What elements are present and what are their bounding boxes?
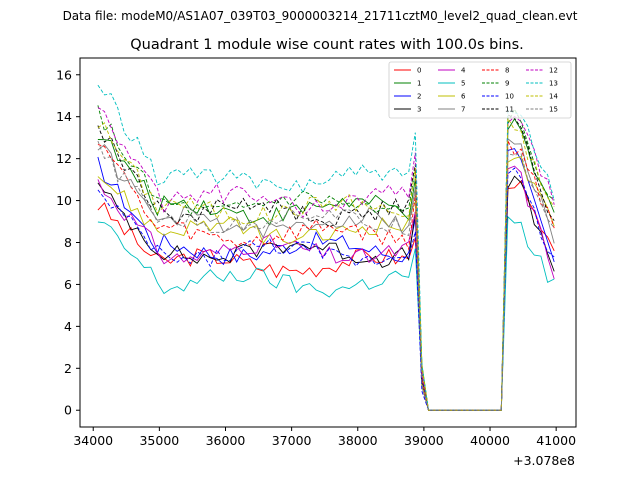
x-axis: 34000 35000 36000 37000 38000 39000 40000 41000 xyxy=(73,427,576,448)
legend-label-0: 0 xyxy=(417,67,421,75)
x-tick-label: 39000 xyxy=(404,433,444,448)
legend-label-3: 3 xyxy=(417,106,421,114)
y-tick-label: 16 xyxy=(56,67,72,82)
y-tick-label: 10 xyxy=(56,193,72,208)
x-tick-label: 34000 xyxy=(73,433,113,448)
legend-label-14: 14 xyxy=(549,93,558,101)
series-line-10 xyxy=(97,167,555,411)
legend-label-15: 15 xyxy=(549,106,558,114)
y-tick-label: 0 xyxy=(64,403,72,418)
series-line-15 xyxy=(97,140,555,411)
x-tick-label: 38000 xyxy=(338,433,378,448)
x-tick-label: 40000 xyxy=(470,433,510,448)
series-line-8 xyxy=(97,140,555,411)
legend-label-10: 10 xyxy=(505,93,514,101)
series-line-0 xyxy=(97,180,555,411)
series-line-13 xyxy=(97,84,555,411)
figure-suptitle: Data file: modeM0/AS1A07_039T03_90000032… xyxy=(63,9,578,23)
x-tick-label: 41000 xyxy=(536,433,576,448)
series-line-12 xyxy=(97,107,555,411)
legend-label-11: 11 xyxy=(505,106,514,114)
chart-title: Quadrant 1 module wise count rates with … xyxy=(130,37,524,53)
x-axis-offset-label: +3.078e8 xyxy=(513,453,575,468)
series-line-14 xyxy=(97,116,555,411)
x-tick-label: 36000 xyxy=(206,433,246,448)
x-tick-label: 37000 xyxy=(272,433,312,448)
series-line-5 xyxy=(97,215,555,411)
legend-label-4: 4 xyxy=(461,67,466,75)
series-layer xyxy=(97,84,555,411)
y-tick-label: 14 xyxy=(56,109,72,124)
x-tick-label: 35000 xyxy=(139,433,179,448)
legend-label-13: 13 xyxy=(549,80,558,88)
legend-box xyxy=(388,61,572,119)
series-line-1 xyxy=(97,118,555,411)
series-line-6 xyxy=(97,156,555,411)
legend-label-12: 12 xyxy=(549,67,558,75)
legend-label-1: 1 xyxy=(417,80,421,88)
y-tick-label: 8 xyxy=(64,235,72,250)
legend-label-9: 9 xyxy=(505,80,509,88)
y-tick-label: 12 xyxy=(56,151,72,166)
y-tick-label: 6 xyxy=(64,277,72,292)
series-line-2 xyxy=(97,148,555,411)
legend-label-2: 2 xyxy=(417,93,421,101)
y-tick-label: 2 xyxy=(64,361,72,376)
y-tick-label: 4 xyxy=(64,319,72,334)
legend-label-8: 8 xyxy=(505,67,509,75)
series-line-4 xyxy=(97,165,555,411)
y-axis: 0 2 4 6 8 10 12 14 16 xyxy=(56,67,80,418)
legend-label-7: 7 xyxy=(461,106,465,114)
legend-label-6: 6 xyxy=(461,93,466,101)
series-line-7 xyxy=(97,137,555,411)
legend-label-5: 5 xyxy=(461,80,465,88)
